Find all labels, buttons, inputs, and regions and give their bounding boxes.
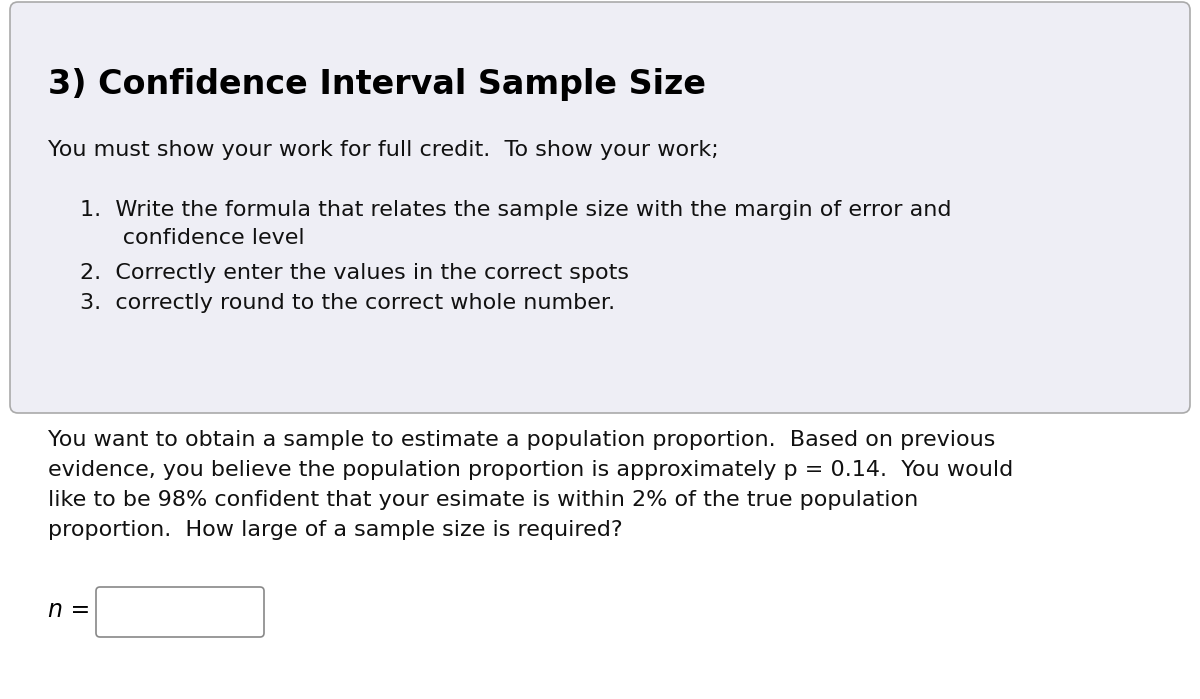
FancyBboxPatch shape <box>10 2 1190 413</box>
Text: evidence, you believe the population proportion is approximately p = 0.14.  You : evidence, you believe the population pro… <box>48 460 1013 480</box>
Text: 3.  correctly round to the correct whole number.: 3. correctly round to the correct whole … <box>80 293 616 313</box>
Text: proportion.  How large of a sample size is required?: proportion. How large of a sample size i… <box>48 520 623 540</box>
Text: 1.  Write the formula that relates the sample size with the margin of error and: 1. Write the formula that relates the sa… <box>80 200 952 220</box>
Text: You must show your work for full credit.  To show your work;: You must show your work for full credit.… <box>48 140 719 160</box>
Text: 3) Confidence Interval Sample Size: 3) Confidence Interval Sample Size <box>48 68 706 101</box>
Text: n =: n = <box>48 598 90 622</box>
Text: You want to obtain a sample to estimate a population proportion.  Based on previ: You want to obtain a sample to estimate … <box>48 430 995 450</box>
Text: 2.  Correctly enter the values in the correct spots: 2. Correctly enter the values in the cor… <box>80 263 629 283</box>
Text: like to be 98% confident that your esimate is within 2% of the true population: like to be 98% confident that your esima… <box>48 490 918 510</box>
Text: confidence level: confidence level <box>80 228 305 248</box>
FancyBboxPatch shape <box>96 587 264 637</box>
